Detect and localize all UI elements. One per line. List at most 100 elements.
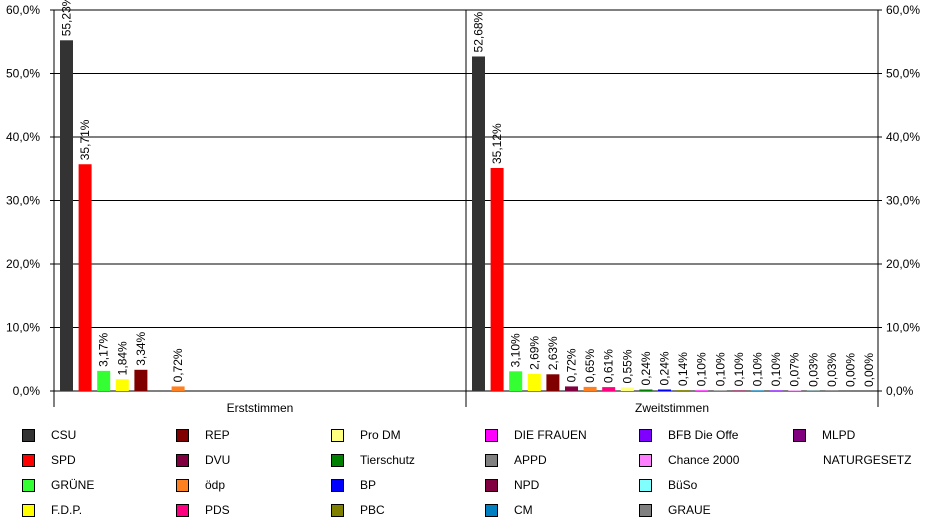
- bar-0-6: [171, 386, 185, 391]
- chart-legend: CSU SPD GRÜNE F.D.P. REP DVU ödp PDS Pro DM Tiers…: [0, 420, 938, 530]
- data-label: 52,68%: [472, 11, 486, 52]
- legend-label: SPD: [51, 453, 76, 467]
- y-tick-label-left: 10,0%: [6, 321, 40, 335]
- legend-item: Tierschutz: [331, 450, 415, 470]
- legend-swatch: [485, 478, 498, 492]
- y-tick-label-right: 40,0%: [886, 130, 920, 144]
- bar-0-2: [97, 370, 111, 391]
- legend-swatch: [22, 503, 35, 517]
- data-label: 0,03%: [806, 352, 820, 386]
- bar-1-11: [676, 390, 690, 391]
- bar-1-0: [472, 56, 485, 392]
- legend-item: CSU: [22, 425, 76, 445]
- y-tick-label-right: 20,0%: [886, 257, 920, 271]
- bar-1-10: [658, 389, 671, 391]
- legend-swatch: [639, 453, 652, 467]
- legend-item: CM: [485, 500, 533, 520]
- data-label: 0,55%: [620, 349, 634, 383]
- legend-swatch: [485, 503, 498, 517]
- legend-label: DVU: [205, 453, 231, 467]
- legend-item: REP: [176, 425, 230, 445]
- data-label: 35,71%: [78, 119, 92, 160]
- legend-swatch: [331, 428, 344, 442]
- legend-label: DIE FRAUEN: [514, 428, 587, 442]
- bar-0-4: [134, 369, 148, 391]
- bar-chart: 0,0% 0,0% 10,0% 10,0% 20,0% 20,0% 30,0% 30,0% 40…: [6, 0, 920, 415]
- legend-swatch: [331, 478, 344, 492]
- legend-swatch: [176, 428, 189, 442]
- legend-item: Pro DM: [331, 425, 401, 445]
- legend-item: BFB Die Offe: [639, 425, 738, 445]
- data-label: 0,03%: [825, 352, 839, 386]
- legend-swatch: [485, 453, 498, 467]
- legend-swatch: [22, 478, 35, 492]
- legend-swatch: [176, 453, 189, 467]
- legend-swatch: [639, 503, 652, 517]
- legend-label: GRAUE: [668, 503, 711, 517]
- legend-swatch: [22, 453, 35, 467]
- data-label: 35,12%: [490, 123, 504, 164]
- y-tick-label-left: 0,0%: [13, 384, 41, 398]
- data-label: 55,23%: [60, 0, 74, 36]
- data-label: 0,00%: [844, 353, 858, 387]
- legend-item: GRÜNE: [22, 475, 94, 495]
- bar-1-6: [583, 386, 597, 391]
- legend-swatch: [639, 478, 652, 492]
- y-tick-label-left: 30,0%: [6, 194, 40, 208]
- data-label: 0,10%: [695, 352, 709, 386]
- bar-0-0: [60, 40, 73, 392]
- legend-item: PDS: [176, 500, 230, 520]
- y-tick-label-left: 60,0%: [6, 3, 40, 17]
- legend-label: PDS: [205, 503, 230, 517]
- legend-item: DIE FRAUEN: [485, 425, 587, 445]
- legend-swatch: [22, 428, 35, 442]
- bar-1-8: [620, 387, 634, 391]
- bar-1-7: [602, 387, 616, 391]
- legend-item: Chance 2000: [639, 450, 739, 470]
- data-label: 0,14%: [676, 352, 690, 386]
- legend-swatch: [331, 453, 344, 467]
- legend-swatch: [639, 428, 652, 442]
- legend-swatch: [176, 478, 189, 492]
- y-tick-label-right: 30,0%: [886, 194, 920, 208]
- legend-item: NPD: [485, 475, 539, 495]
- bar-1-4: [546, 374, 560, 391]
- legend-label: GRÜNE: [51, 478, 95, 492]
- bar-1-1: [490, 167, 504, 391]
- legend-label: APPD: [514, 453, 547, 467]
- data-label: 0,65%: [583, 349, 597, 383]
- y-tick-label-left: 40,0%: [6, 130, 40, 144]
- data-label: 0,72%: [171, 348, 185, 382]
- legend-item: SPD: [22, 450, 76, 470]
- data-label: 0,10%: [713, 352, 727, 386]
- data-label: 0,24%: [639, 351, 653, 385]
- bar-1-13: [713, 390, 727, 391]
- legend-item: ödp: [176, 475, 225, 495]
- legend-item: BüSo: [639, 475, 697, 495]
- data-label: 0,10%: [751, 352, 765, 386]
- bar-1-15: [751, 390, 764, 391]
- bar-1-5: [565, 386, 578, 391]
- bar-0-3: [115, 379, 129, 391]
- legend-label: REP: [205, 428, 230, 442]
- legend-label: CSU: [51, 428, 77, 442]
- category-label: Erststimmen: [227, 401, 294, 415]
- y-tick-label-right: 50,0%: [886, 67, 920, 81]
- category-label: Zweitstimmen: [635, 401, 709, 415]
- bar-1-12: [695, 390, 709, 391]
- data-label: 1,84%: [115, 341, 129, 375]
- legend-label: Pro DM: [360, 428, 401, 442]
- legend-swatch: [793, 428, 806, 442]
- legend-label: ödp: [205, 478, 226, 492]
- legend-item: GRAUE: [639, 500, 711, 520]
- bar-1-9: [639, 389, 653, 391]
- bar-1-16: [769, 390, 783, 391]
- data-label: 3,10%: [509, 333, 523, 367]
- y-tick-label-right: 60,0%: [886, 3, 920, 17]
- data-label: 0,00%: [862, 353, 876, 387]
- legend-label: CM: [514, 503, 533, 517]
- y-tick-label-left: 50,0%: [6, 67, 40, 81]
- legend-label: BFB Die Offe: [668, 428, 739, 442]
- bar-1-3: [527, 373, 541, 391]
- legend-label: MLPD: [822, 428, 856, 442]
